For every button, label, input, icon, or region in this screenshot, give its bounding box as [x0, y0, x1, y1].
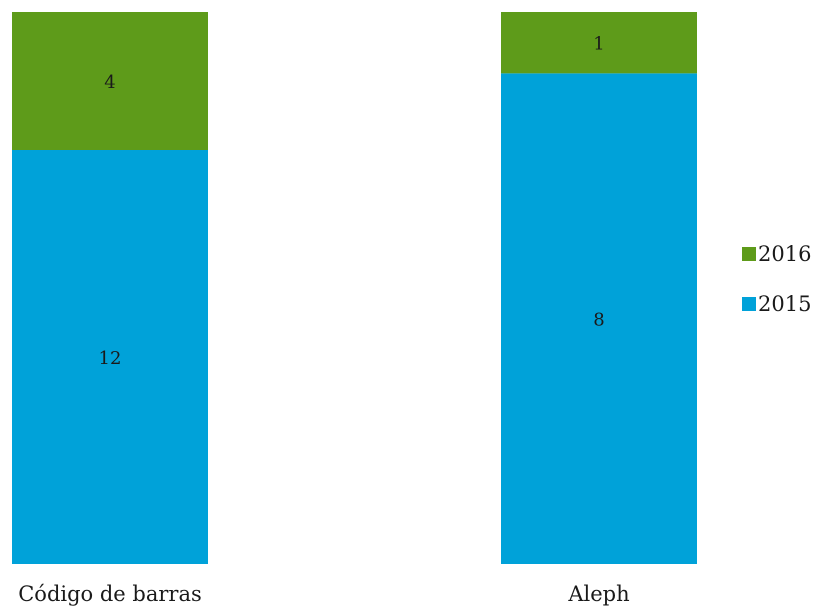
- bar-aleph-2016: [501, 12, 697, 74]
- legend-swatch-2016: [742, 247, 756, 261]
- data-label-aleph-2015: 8: [593, 310, 604, 331]
- legend: 2016 2015: [742, 242, 811, 316]
- data-label-codigo-de-barras-2016: 4: [104, 72, 115, 93]
- bar-codigo-de-barras-2015: [12, 150, 208, 564]
- bar-codigo-de-barras-2016: [12, 12, 208, 150]
- bars-layer: [12, 12, 697, 564]
- legend-label-2016: 2016: [758, 242, 811, 266]
- data-label-codigo-de-barras-2015: 12: [99, 348, 122, 369]
- legend-swatch-2015: [742, 297, 756, 311]
- data-labels-layer: 12 4 8 1: [99, 34, 605, 369]
- data-label-aleph-2016: 1: [593, 34, 604, 55]
- x-tick-label-aleph: Aleph: [567, 582, 629, 606]
- x-axis: Código de barras Aleph: [18, 582, 629, 606]
- x-tick-label-codigo-de-barras: Código de barras: [18, 582, 202, 606]
- bar-aleph-2015: [501, 73, 697, 564]
- legend-label-2015: 2015: [758, 292, 811, 316]
